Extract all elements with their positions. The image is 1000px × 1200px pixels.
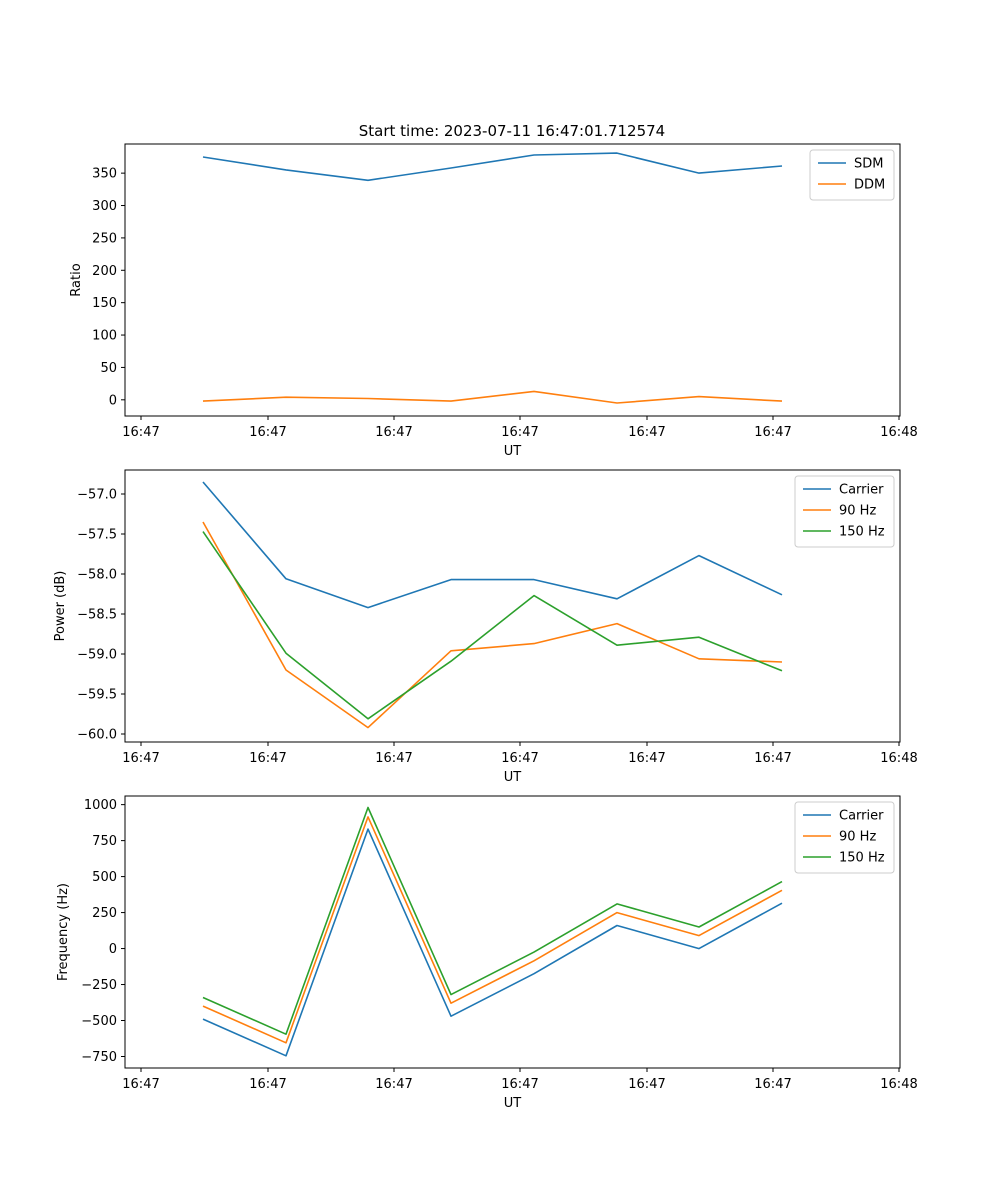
ratio-panel: 16:47 16:47 16:47 16:47 16:47 16:47 16:48 0 50 10… — [69, 143, 918, 459]
ratio-series-ddm-line — [202, 390, 783, 404]
power-legend-label: 90 Hz — [839, 504, 876, 519]
ratio-legend-label: SDM — [854, 157, 883, 172]
power-legend-label: Carrier — [839, 483, 884, 498]
frequency-x-axis-label: UT — [504, 1096, 522, 1111]
frequency-series-carrier-line — [202, 828, 783, 1057]
frequency-x-tick-label: 16:47 — [501, 1077, 538, 1092]
power-x-tick-label: 16:48 — [880, 751, 917, 766]
ratio-x-tick-label: 16:47 — [754, 425, 791, 440]
ratio-x-tick-label: 16:47 — [628, 425, 665, 440]
frequency-y-tick-label: −250 — [81, 978, 117, 993]
frequency-y-tick-label: −750 — [81, 1050, 117, 1065]
power-y-tick-label: −59.5 — [77, 688, 117, 703]
ratio-x-tick-label: 16:48 — [880, 425, 917, 440]
ratio-y-tick-label: 350 — [92, 167, 117, 182]
frequency-legend-label: Carrier — [839, 809, 884, 824]
ratio-x-tick-label: 16:47 — [122, 425, 159, 440]
frequency-y-tick-label: 250 — [92, 906, 117, 921]
ratio-x-axis-label: UT — [504, 444, 522, 459]
power-x-tick-label: 16:47 — [754, 751, 791, 766]
frequency-x-tick-label: 16:47 — [754, 1077, 791, 1092]
ratio-y-axis-label: Ratio — [69, 263, 84, 296]
power-y-tick-label: −60.0 — [77, 728, 117, 743]
frequency-series-90-hz-line — [202, 816, 783, 1044]
ratio-y-tick-label: 50 — [100, 361, 117, 376]
frequency-x-tick-label: 16:47 — [375, 1077, 412, 1092]
frequency-y-tick-label: 500 — [92, 870, 117, 885]
figure-title: Start time: 2023-07-11 16:47:01.712574 — [359, 122, 665, 140]
frequency-x-tick-label: 16:47 — [249, 1077, 286, 1092]
power-y-tick-label: −59.0 — [77, 648, 117, 663]
power-x-tick-label: 16:47 — [628, 751, 665, 766]
frequency-legend: Carrier 90 Hz 150 Hz — [794, 801, 895, 874]
frequency-legend-box — [794, 801, 895, 874]
power-series-150-hz-line — [202, 531, 783, 720]
frequency-y-tick-label: −500 — [81, 1014, 117, 1029]
ratio-legend: SDM DDM — [809, 149, 895, 201]
frequency-axes-frame — [124, 795, 901, 1069]
power-x-tick-label: 16:47 — [501, 751, 538, 766]
frequency-y-tick-label: 0 — [109, 942, 117, 957]
power-x-axis-label: UT — [504, 770, 522, 785]
ratio-y-tick-label: 200 — [92, 264, 117, 279]
frequency-x-tick-label: 16:47 — [122, 1077, 159, 1092]
frequency-x-tick-label: 16:48 — [880, 1077, 917, 1092]
power-legend: Carrier 90 Hz 150 Hz — [794, 475, 895, 548]
frequency-x-tick-label: 16:47 — [628, 1077, 665, 1092]
ratio-y-tick-label: 300 — [92, 199, 117, 214]
frequency-legend-label: 150 Hz — [839, 851, 885, 866]
frequency-y-axis-label: Frequency (Hz) — [56, 883, 71, 981]
ratio-x-tick-label: 16:47 — [375, 425, 412, 440]
frequency-y-tick-label: 1000 — [84, 798, 117, 813]
ratio-x-tick-label: 16:47 — [249, 425, 286, 440]
ratio-legend-label: DDM — [854, 178, 885, 193]
power-y-tick-label: −58.0 — [77, 568, 117, 583]
ratio-axes-frame — [124, 143, 901, 417]
power-y-axis-label: Power (dB) — [53, 571, 68, 642]
power-legend-box — [794, 475, 895, 548]
ratio-y-tick-label: 100 — [92, 329, 117, 344]
ratio-series-sdm-line — [202, 152, 783, 182]
power-panel: 16:47 16:47 16:47 16:47 16:47 16:47 16:48 −60.0… — [53, 469, 918, 785]
power-legend-label: 150 Hz — [839, 525, 885, 540]
power-y-tick-label: −58.5 — [77, 608, 117, 623]
ratio-x-tick-label: 16:47 — [501, 425, 538, 440]
frequency-series-150-hz-line — [202, 806, 783, 1035]
power-series-90-hz-line — [202, 521, 783, 729]
frequency-y-tick-label: 750 — [92, 834, 117, 849]
ratio-y-tick-label: 150 — [92, 296, 117, 311]
power-series-carrier-line — [202, 481, 783, 609]
power-axes-frame — [124, 469, 901, 743]
power-x-tick-label: 16:47 — [122, 751, 159, 766]
power-x-tick-label: 16:47 — [249, 751, 286, 766]
frequency-panel: 16:47 16:47 16:47 16:47 16:47 16:47 16:48 −750 −… — [56, 795, 918, 1111]
ratio-y-tick-label: 250 — [92, 231, 117, 246]
frequency-legend-label: 90 Hz — [839, 830, 876, 845]
power-y-tick-label: −57.5 — [77, 528, 117, 543]
ratio-y-tick-label: 0 — [109, 393, 117, 408]
power-y-tick-label: −57.0 — [77, 488, 117, 503]
power-x-tick-label: 16:47 — [375, 751, 412, 766]
